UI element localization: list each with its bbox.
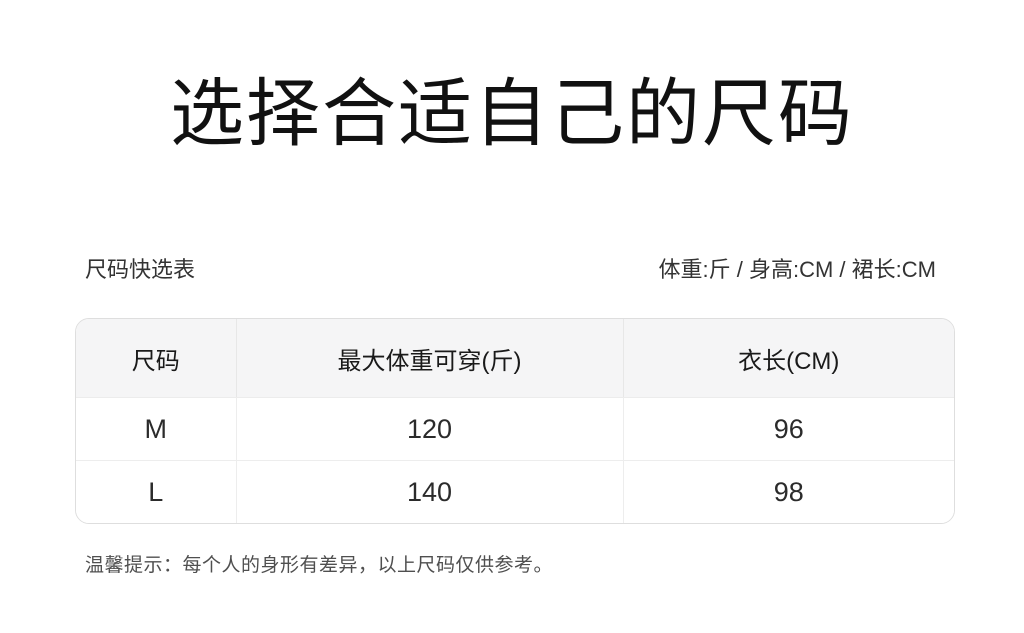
size-value: L xyxy=(76,460,237,523)
garment-length-value: 96 xyxy=(623,397,954,461)
size-table: 尺码 最大体重可穿(斤) 衣长(CM) M 120 96 L 140 98 xyxy=(75,318,955,524)
table-row: M 120 96 xyxy=(76,397,954,461)
max-weight-value: 120 xyxy=(236,397,624,461)
table-row: L 140 98 xyxy=(76,460,954,523)
garment-length-value: 98 xyxy=(623,460,954,523)
column-header-size: 尺码 xyxy=(76,319,237,398)
table-caption-row: 尺码快选表 体重:斤 / 身高:CM / 裙长:CM xyxy=(85,252,936,284)
size-value: M xyxy=(76,397,237,461)
reminder-note: 温馨提示：每个人的身形有差异，以上尺码仅供参考。 xyxy=(85,555,554,576)
column-header-garment-length: 衣长(CM) xyxy=(623,319,954,398)
units-legend: 体重:斤 / 身高:CM / 裙长:CM xyxy=(658,257,936,282)
max-weight-value: 140 xyxy=(236,460,624,523)
table-header-row: 尺码 最大体重可穿(斤) 衣长(CM) xyxy=(76,319,954,398)
page-title: 选择合适自己的尺码 xyxy=(170,72,854,155)
size-table-caption: 尺码快选表 xyxy=(85,257,196,282)
column-header-max-weight: 最大体重可穿(斤) xyxy=(236,319,624,398)
